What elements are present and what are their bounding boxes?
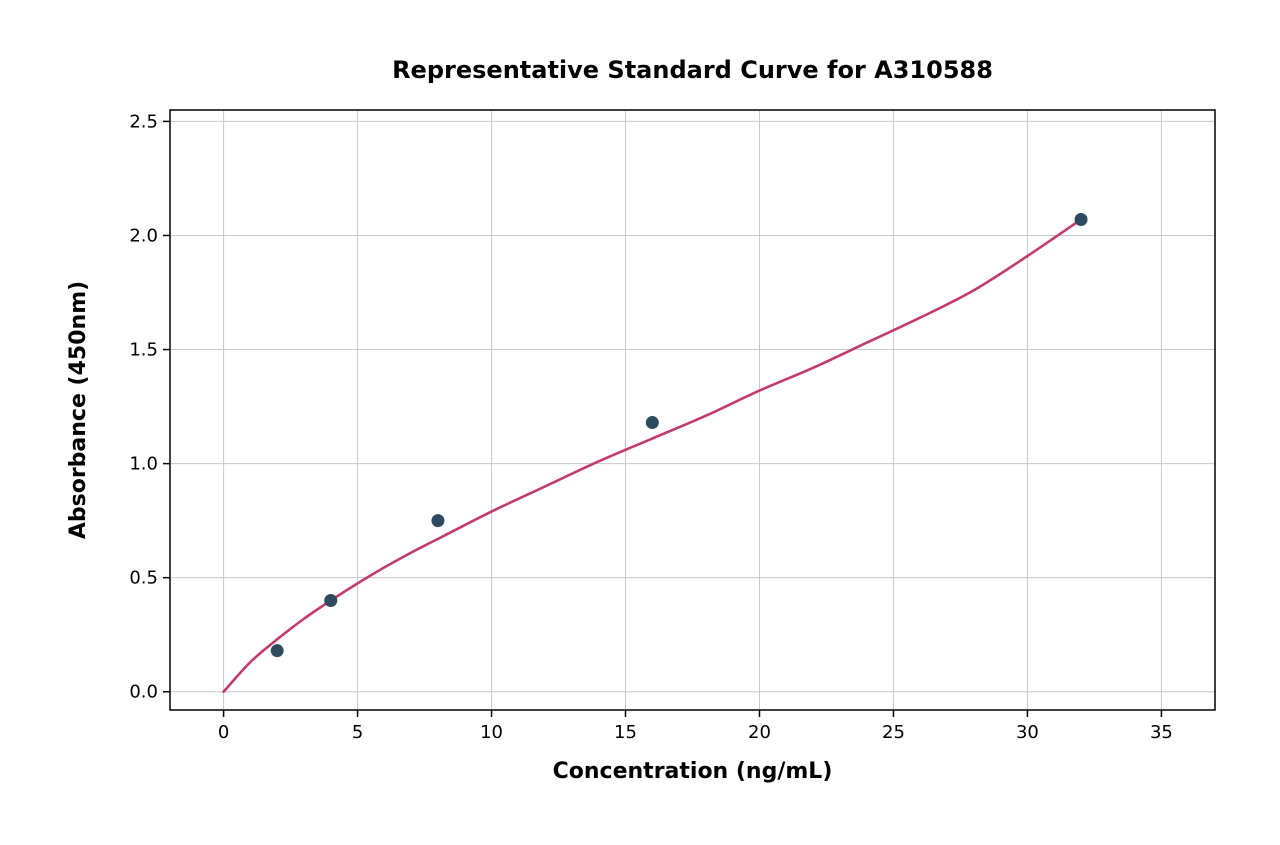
- y-tick-label: 0.5: [129, 568, 158, 589]
- plot-area: [170, 110, 1215, 710]
- y-axis-label: Absorbance (450nm): [66, 281, 91, 539]
- x-tick-label: 25: [882, 722, 905, 743]
- y-tick-label: 2.0: [129, 225, 158, 246]
- y-tick-label: 1.0: [129, 454, 158, 475]
- chart-title: Representative Standard Curve for A31058…: [392, 56, 993, 84]
- x-tick-label: 0: [218, 722, 229, 743]
- x-axis-label: Concentration (ng/mL): [553, 759, 833, 784]
- data-point: [324, 594, 337, 607]
- y-tick-label: 0.0: [129, 682, 158, 703]
- data-point: [431, 514, 444, 527]
- x-tick-label: 35: [1150, 722, 1173, 743]
- x-tick-label: 20: [748, 722, 771, 743]
- standard-curve-chart: 0 5 10 15 20 25 30 35 0.0 0.5 1.0 1.5 2.0 2.5 Represen…: [0, 0, 1280, 845]
- y-tick-label: 1.5: [129, 340, 158, 361]
- data-point: [646, 416, 659, 429]
- data-point: [1075, 213, 1088, 226]
- chart-container: 0 5 10 15 20 25 30 35 0.0 0.5 1.0 1.5 2.0 2.5 Represen…: [0, 0, 1280, 845]
- y-tick-label: 2.5: [129, 111, 158, 132]
- x-tick-label: 5: [352, 722, 363, 743]
- x-tick-label: 30: [1016, 722, 1039, 743]
- x-tick-label: 15: [614, 722, 637, 743]
- x-tick-label: 10: [480, 722, 503, 743]
- data-point: [271, 644, 284, 657]
